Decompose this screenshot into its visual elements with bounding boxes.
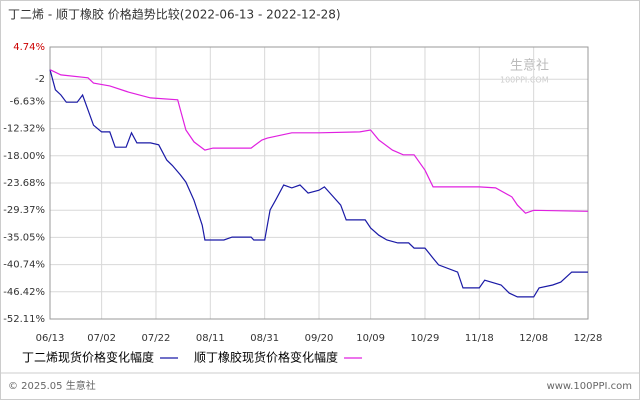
watermark: 生意社 <box>510 58 549 74</box>
y-tick-label: 4.74% <box>13 42 45 53</box>
footer-right: www.100PPI.com <box>547 381 632 392</box>
x-tick-label: 10/09 <box>356 333 385 344</box>
x-tick-label: 08/31 <box>250 333 279 344</box>
series-line <box>49 69 589 214</box>
y-tick-label: -52.11% <box>3 314 45 325</box>
x-tick-label: 06/13 <box>36 333 65 344</box>
legend-label: 丁二烯现货价格变化幅度 <box>22 350 154 365</box>
y-tick-label: -18.00% <box>3 151 45 162</box>
y-tick-label: -6.63% <box>10 96 45 107</box>
x-tick-label: 11/18 <box>465 333 494 344</box>
watermark: 100PPI.COM <box>500 76 549 85</box>
y-tick-label: -23.68% <box>3 178 45 189</box>
x-tick-label: 12/28 <box>574 333 603 344</box>
x-tick-label: 07/02 <box>87 333 116 344</box>
x-tick-label: 09/20 <box>305 333 334 344</box>
y-tick-label: -2 <box>35 74 45 85</box>
legend-label: 顺丁橡胶现货价格变化幅度 <box>194 350 338 365</box>
chart-title: 丁二烯 - 顺丁橡胶 价格趋势比较(2022-06-13 - 2022-12-2… <box>8 7 341 22</box>
x-tick-label: 12/08 <box>519 333 548 344</box>
footer-left: © 2025.05 生意社 <box>8 379 96 392</box>
x-tick-label: 08/11 <box>196 333 225 344</box>
x-tick-label: 10/29 <box>411 333 440 344</box>
y-tick-label: -40.74% <box>3 260 45 271</box>
x-tick-label: 07/22 <box>142 333 171 344</box>
y-tick-label: -29.37% <box>3 205 45 216</box>
y-tick-label: -46.42% <box>3 287 45 298</box>
plot-border <box>49 46 589 320</box>
y-tick-label: -12.32% <box>3 124 45 135</box>
y-tick-label: -35.05% <box>3 232 45 243</box>
series-line <box>49 69 588 298</box>
